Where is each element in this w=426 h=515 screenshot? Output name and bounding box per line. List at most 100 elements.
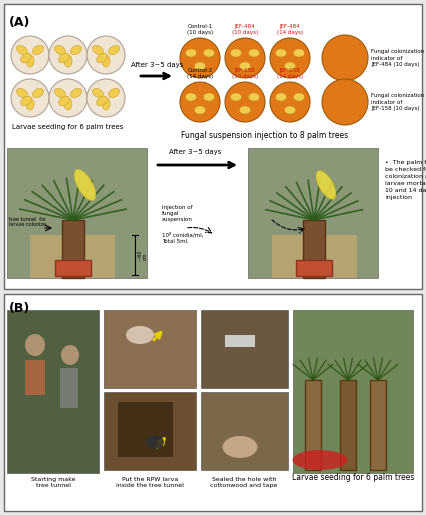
Text: JEF-484
(14 days): JEF-484 (14 days)	[277, 24, 303, 35]
Ellipse shape	[285, 106, 296, 114]
Ellipse shape	[20, 96, 32, 106]
Circle shape	[87, 79, 125, 117]
Text: Fungal colonization
indicator of
JEF-484 (10 days): Fungal colonization indicator of JEF-484…	[371, 49, 424, 67]
Text: (A): (A)	[9, 16, 30, 29]
Ellipse shape	[204, 93, 215, 101]
Ellipse shape	[146, 435, 164, 449]
Ellipse shape	[64, 55, 72, 67]
Circle shape	[11, 36, 49, 74]
Circle shape	[225, 38, 265, 78]
Ellipse shape	[248, 93, 259, 101]
Ellipse shape	[59, 96, 69, 106]
Ellipse shape	[276, 49, 287, 57]
Circle shape	[49, 36, 87, 74]
Text: Control-1
(10 days): Control-1 (10 days)	[187, 24, 213, 35]
Text: Injection of
fungal
suspension: Injection of fungal suspension	[162, 205, 193, 222]
Ellipse shape	[61, 345, 79, 365]
Ellipse shape	[92, 89, 104, 98]
Ellipse shape	[230, 93, 242, 101]
Text: Sealed the hole with
cottonwood and tape: Sealed the hole with cottonwood and tape	[210, 477, 278, 488]
Ellipse shape	[230, 49, 242, 57]
Text: JEF-158
(10 days): JEF-158 (10 days)	[232, 68, 258, 79]
Circle shape	[180, 38, 220, 78]
Ellipse shape	[195, 62, 205, 70]
Ellipse shape	[59, 53, 69, 63]
Ellipse shape	[74, 169, 96, 201]
Ellipse shape	[55, 89, 66, 98]
Bar	[225, 335, 255, 347]
Bar	[370, 380, 386, 470]
Ellipse shape	[294, 93, 305, 101]
Ellipse shape	[102, 98, 110, 110]
Circle shape	[225, 82, 265, 122]
Bar	[118, 402, 173, 457]
Text: ~60
cm: ~60 cm	[137, 250, 148, 260]
Bar	[60, 368, 78, 408]
Ellipse shape	[70, 45, 81, 55]
Ellipse shape	[204, 49, 215, 57]
Text: Fungal colonization
indicator of
JEF-158 (10 days): Fungal colonization indicator of JEF-158…	[371, 93, 424, 111]
Ellipse shape	[32, 89, 43, 98]
Ellipse shape	[64, 98, 72, 110]
Ellipse shape	[276, 93, 287, 101]
Text: After 3~5 days: After 3~5 days	[169, 149, 221, 155]
Text: Fungal suspension injection to 8 palm trees: Fungal suspension injection to 8 palm tr…	[181, 131, 348, 140]
Ellipse shape	[26, 55, 34, 67]
Ellipse shape	[55, 45, 66, 55]
FancyBboxPatch shape	[4, 294, 422, 511]
FancyBboxPatch shape	[201, 310, 288, 388]
Circle shape	[270, 38, 310, 78]
FancyBboxPatch shape	[248, 148, 378, 278]
Text: tree tunnel  for
larvae colonize: tree tunnel for larvae colonize	[9, 217, 46, 228]
Ellipse shape	[285, 62, 296, 70]
Bar	[296, 260, 332, 276]
Ellipse shape	[109, 89, 120, 98]
Bar	[303, 220, 325, 278]
Circle shape	[87, 36, 125, 74]
Ellipse shape	[294, 49, 305, 57]
Circle shape	[322, 35, 368, 81]
FancyBboxPatch shape	[4, 4, 422, 289]
Ellipse shape	[20, 53, 32, 63]
Ellipse shape	[248, 49, 259, 57]
Text: JEF-158
(14 days): JEF-158 (14 days)	[277, 68, 303, 79]
Text: •  The palm threes will
be checked for fungal
colonization and
larvae mortality : • The palm threes will be checked for fu…	[385, 160, 426, 200]
Text: Put the RPW larva
inside the tree tunnel: Put the RPW larva inside the tree tunnel	[116, 477, 184, 488]
Ellipse shape	[25, 334, 45, 356]
Ellipse shape	[239, 62, 250, 70]
Ellipse shape	[185, 93, 196, 101]
Bar	[55, 260, 91, 276]
FancyBboxPatch shape	[201, 392, 288, 470]
Bar	[25, 360, 45, 395]
Bar	[305, 380, 321, 470]
Bar	[30, 235, 115, 278]
FancyBboxPatch shape	[293, 310, 413, 473]
Ellipse shape	[316, 170, 336, 199]
Ellipse shape	[126, 326, 154, 344]
Ellipse shape	[222, 436, 257, 458]
Ellipse shape	[195, 106, 205, 114]
Ellipse shape	[17, 45, 28, 55]
Ellipse shape	[109, 45, 120, 55]
Circle shape	[270, 82, 310, 122]
Circle shape	[180, 82, 220, 122]
Ellipse shape	[97, 53, 107, 63]
Ellipse shape	[32, 45, 43, 55]
Ellipse shape	[17, 89, 28, 98]
Ellipse shape	[102, 55, 110, 67]
FancyBboxPatch shape	[7, 310, 99, 473]
Text: Larvae seeding for 6 palm trees: Larvae seeding for 6 palm trees	[292, 473, 414, 482]
FancyBboxPatch shape	[104, 310, 196, 388]
Ellipse shape	[185, 49, 196, 57]
Bar	[62, 220, 84, 278]
Bar	[340, 380, 356, 470]
Ellipse shape	[26, 98, 34, 110]
Text: After 3~5 days: After 3~5 days	[131, 62, 183, 68]
Circle shape	[49, 79, 87, 117]
FancyBboxPatch shape	[7, 148, 147, 278]
Ellipse shape	[97, 96, 107, 106]
Circle shape	[322, 79, 368, 125]
Text: Larvae seeding for 6 palm trees: Larvae seeding for 6 palm trees	[12, 124, 124, 130]
Text: (B): (B)	[9, 302, 30, 315]
Text: Starting make
tree tunnel: Starting make tree tunnel	[31, 477, 75, 488]
